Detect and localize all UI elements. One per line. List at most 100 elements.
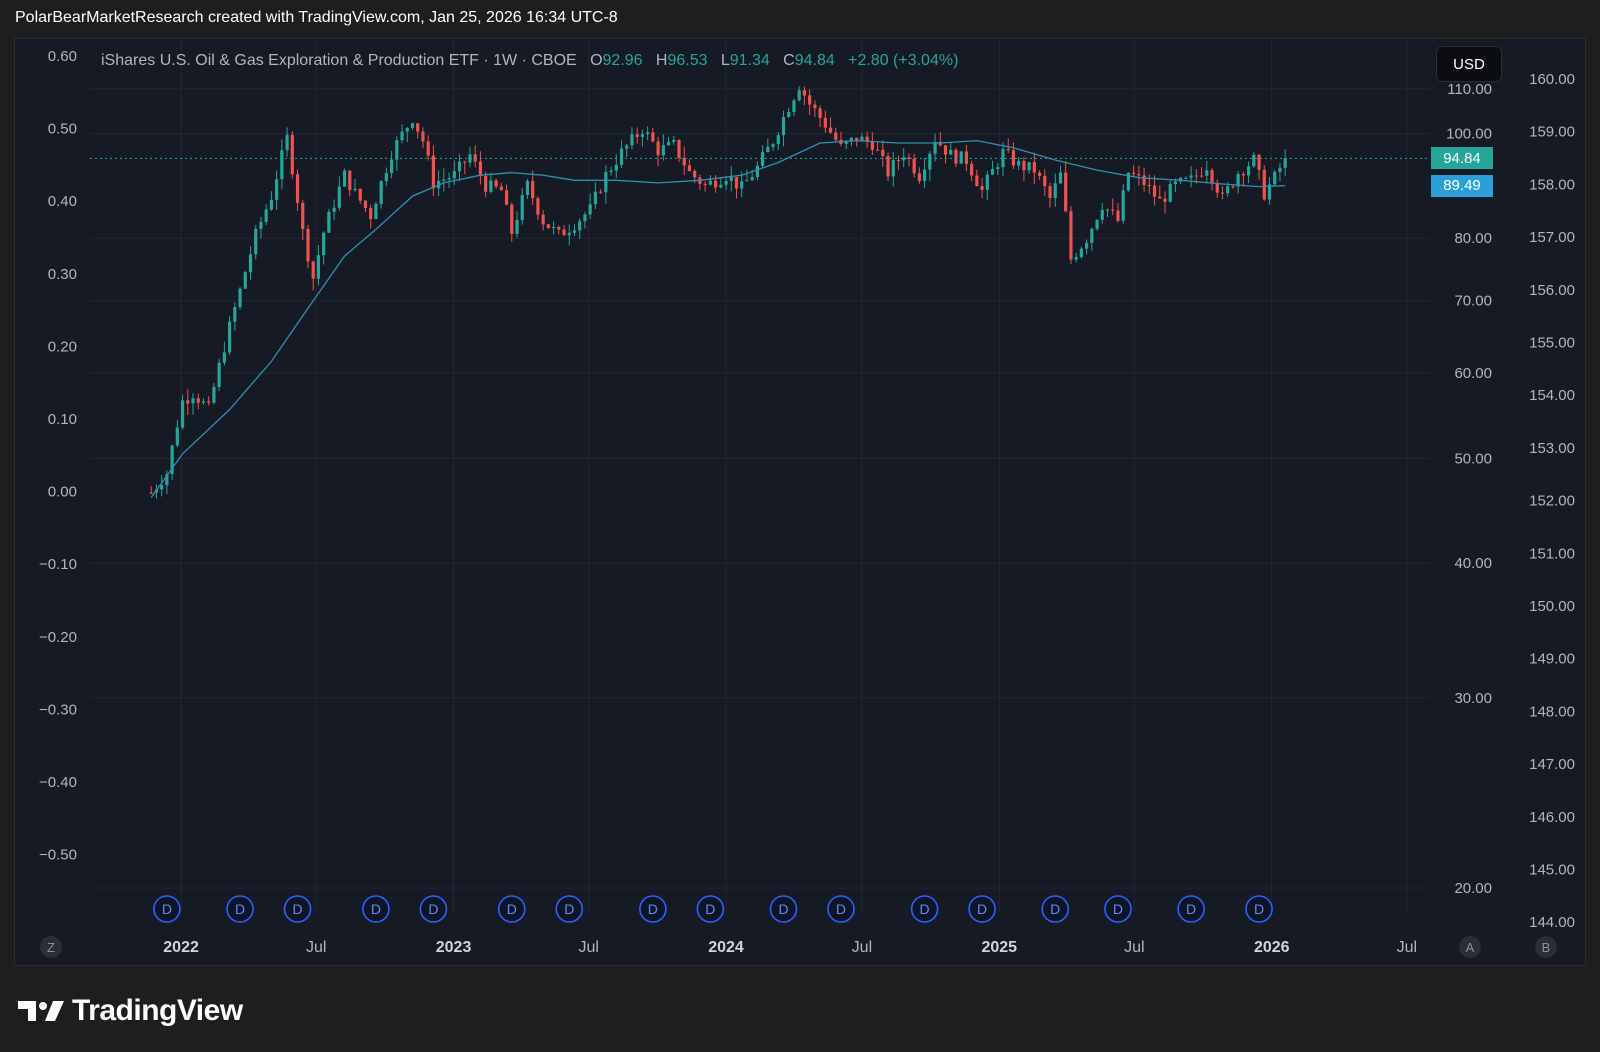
tradingview-logo[interactable]: TradingView (18, 994, 243, 1028)
dividend-marker[interactable]: D (226, 895, 254, 923)
candle (1210, 167, 1214, 191)
candle-body (416, 123, 420, 132)
candle (484, 171, 488, 198)
candle-body (1069, 211, 1073, 260)
candle (902, 148, 906, 168)
candle-body (1278, 167, 1282, 172)
candle (1105, 208, 1110, 218)
candle (311, 260, 315, 291)
dividend-marker[interactable]: D (1104, 895, 1132, 923)
candlestick-series (149, 86, 1287, 499)
candle-body (896, 160, 901, 162)
price-axis-label: 70.00 (1454, 293, 1492, 310)
candle-body (332, 207, 336, 212)
currency-button[interactable]: USD (1436, 46, 1502, 82)
right-axis-label: 148.00 (1529, 703, 1575, 720)
candle-body (980, 186, 984, 190)
candle-body (531, 180, 535, 199)
reset-scale-button[interactable]: Z (40, 936, 62, 958)
candle (494, 178, 498, 189)
candle-body (1074, 256, 1078, 260)
chart-caption: PolarBearMarketResearch created with Tra… (15, 9, 618, 26)
dividend-marker[interactable]: D (769, 895, 798, 923)
dividend-marker[interactable]: D (153, 895, 181, 923)
candle (630, 127, 634, 150)
auto-scale-button[interactable]: A (1459, 936, 1481, 958)
candle-body (285, 134, 289, 151)
candle (813, 100, 817, 117)
candle-body (630, 134, 634, 146)
candle (1111, 198, 1115, 216)
candle (1142, 167, 1146, 192)
candle (1053, 173, 1057, 207)
candle-body (280, 150, 284, 180)
candle-body (1053, 183, 1057, 198)
candle-body (687, 165, 692, 172)
candle (1058, 165, 1063, 184)
candle-body (604, 172, 608, 193)
candle-body (259, 221, 263, 229)
candle-body (907, 157, 911, 159)
candle-body (170, 445, 174, 474)
candle (264, 204, 268, 225)
dividend-marker-label: D (428, 901, 438, 917)
candle-body (1116, 210, 1120, 221)
candle-body (447, 178, 451, 180)
dividend-marker[interactable]: D (1041, 895, 1070, 923)
right-axis: 160.00 159.00 158.00 157.00 156.00 155.00 154.… (1529, 71, 1575, 931)
dividend-marker[interactable]: D (419, 895, 448, 923)
candle-body (1032, 162, 1036, 173)
candle (619, 140, 624, 169)
dividend-marker-circle (226, 895, 254, 923)
candle-body (1236, 174, 1240, 187)
log-scale-button[interactable]: B (1535, 936, 1557, 958)
dividend-marker[interactable]: D (968, 895, 996, 923)
dividend-marker[interactable]: D (827, 895, 855, 923)
candle-body (635, 134, 639, 138)
candle (269, 191, 274, 212)
candle-body (996, 167, 1000, 170)
candle-body (902, 157, 906, 161)
symbol-legend: iShares U.S. Oil & Gas Exploration & Pro… (101, 52, 958, 70)
candle (578, 218, 582, 240)
candle (201, 398, 206, 405)
candle (755, 161, 759, 181)
dividend-marker[interactable]: D (283, 895, 312, 923)
candle (891, 152, 895, 187)
candle (1006, 138, 1010, 153)
candle (875, 140, 880, 151)
dividend-marker[interactable]: D (910, 895, 939, 923)
candle-body (949, 149, 953, 155)
candle-body (175, 427, 179, 446)
candle (447, 172, 451, 188)
candle-body (410, 123, 415, 128)
candle-body (1085, 242, 1089, 249)
dividend-marker[interactable]: D (555, 895, 584, 923)
candle (426, 135, 430, 161)
dividend-marker[interactable]: D (362, 895, 390, 923)
dividend-marker[interactable]: D (1177, 895, 1205, 923)
candle-body (875, 149, 880, 151)
candle-body (923, 169, 927, 181)
candle-body (985, 174, 989, 190)
candle-body (1100, 209, 1104, 220)
dividend-marker[interactable]: D (497, 895, 526, 923)
candle (881, 140, 885, 168)
candle-body (844, 141, 848, 144)
candle-body (1095, 219, 1099, 229)
time-axis-label: 2023 (436, 939, 472, 956)
dividend-marker[interactable]: D (1245, 895, 1273, 923)
dividend-marker-label: D (705, 901, 715, 917)
dividend-marker[interactable]: D (696, 895, 725, 923)
candle (353, 179, 357, 192)
candle (358, 188, 362, 204)
right-axis-label: 146.00 (1529, 809, 1575, 826)
candle (781, 110, 786, 147)
candle (186, 389, 190, 415)
dividend-marker[interactable]: D (639, 895, 667, 923)
time-axis-label: 2026 (1254, 939, 1290, 956)
candle-body (379, 181, 383, 204)
candle-body (1132, 172, 1136, 175)
right-axis-label: 156.00 (1529, 282, 1575, 299)
